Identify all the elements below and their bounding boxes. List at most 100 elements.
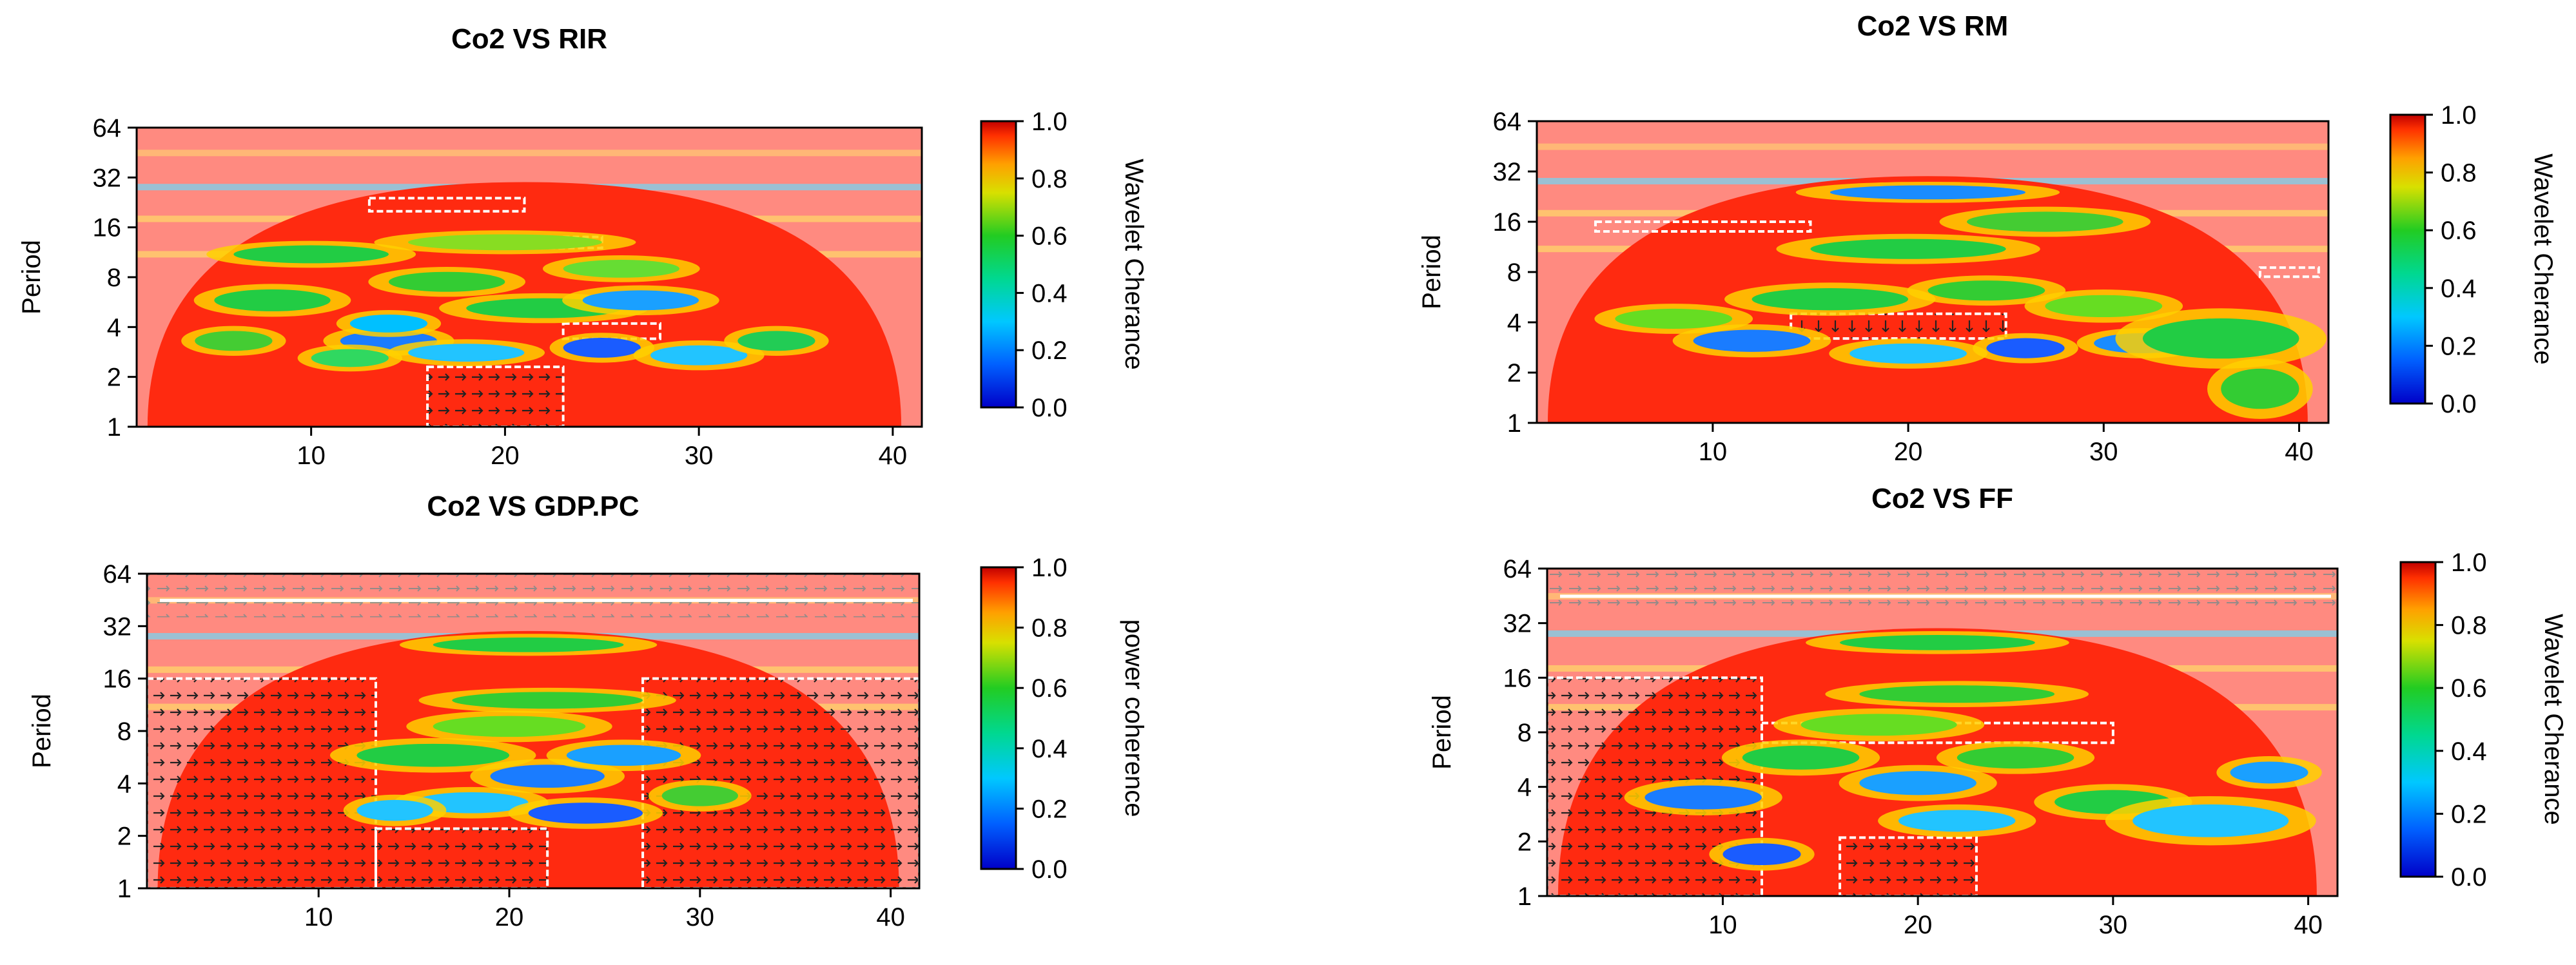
y-tick-label: 8: [1507, 258, 1521, 287]
coherence-island: [737, 331, 815, 351]
colorbar-tick-label: 0.0: [1031, 855, 1068, 884]
x-tick-label: 10: [297, 442, 326, 470]
colorbar-tick-label: 0.4: [2451, 737, 2487, 766]
colorbar-tick-label: 0.8: [2451, 612, 2487, 640]
colorbar: [980, 120, 1017, 409]
y-tick-label: 2: [1507, 359, 1521, 387]
significance-contour: [374, 827, 549, 888]
x-tick-label: 30: [685, 442, 714, 470]
y-tick-label: 32: [103, 612, 132, 641]
colorbar-tick-label: 0.4: [1031, 279, 1068, 307]
x-tick-label: 40: [879, 442, 908, 470]
wavelet-panel-4: 1 2 4 8 16 32 64 10 20 30 40 Co2 VS FF Period 0.0 0.2 0…: [1428, 483, 2568, 939]
colorbar-tick-label: 0.6: [1031, 222, 1068, 251]
colorbar-tick-label: 0.2: [1031, 795, 1068, 823]
significance-contour: [1790, 312, 2007, 340]
colorbar: [2399, 561, 2437, 878]
colorbar-label: Wavelet Cherance: [2529, 153, 2557, 365]
significance-contour: [367, 197, 526, 213]
x-tick-label: 20: [491, 442, 520, 470]
coherence-island: [1800, 714, 1957, 736]
coherence-island: [233, 245, 389, 264]
wavelet-panel-1: 1 2 4 8 16 32 64 10 20 30 40 Co2 VS RIR Period 0.0 0.2…: [17, 23, 1148, 470]
coherence-island: [650, 345, 748, 366]
coherence-island: [2142, 318, 2299, 359]
colorbar-tick-label: 0.0: [2441, 390, 2477, 418]
coherence-island: [388, 271, 505, 292]
y-tick-label: 64: [1503, 555, 1532, 583]
colorbar-tick-label: 0.4: [1031, 735, 1068, 763]
y-tick-label: 1: [1507, 409, 1521, 438]
colorbar-label: Wavelet Cherance: [2539, 614, 2568, 825]
colorbar-tick-label: 0.4: [2441, 275, 2477, 303]
x-tick-label: 30: [686, 903, 715, 931]
coherence-band: [137, 150, 922, 157]
coherence-island: [2132, 804, 2289, 837]
plot-area: [1537, 121, 2328, 423]
colorbar: [980, 566, 1017, 870]
coherence-island: [1742, 745, 1860, 770]
y-tick-label: 1: [1517, 882, 1532, 911]
y-tick-label: 16: [1503, 664, 1532, 692]
wavelet-panel-3: 1 2 4 8 16 32 64 10 20 30 40 Co2 VS GDP.PC Period 0.0…: [28, 491, 1148, 931]
colorbar-tick-label: 0.2: [2451, 800, 2487, 828]
coherence-island: [490, 765, 605, 788]
coherence-island: [214, 289, 331, 311]
y-tick-label: 16: [103, 665, 132, 694]
chart-title: Co2 VS FF: [1871, 483, 2013, 514]
colorbar-tick-label: 0.6: [2441, 217, 2477, 245]
x-tick-label: 40: [2285, 438, 2314, 466]
colorbar-tick-label: 0.2: [2441, 332, 2477, 360]
coherence-island: [356, 799, 433, 821]
y-tick-label: 16: [1493, 208, 1522, 237]
plot-area: [137, 128, 922, 427]
colorbar-tick-label: 1.0: [2441, 101, 2477, 130]
x-tick-label: 40: [2294, 911, 2323, 939]
x-tick-label: 20: [1904, 911, 1933, 939]
plot-area: [1547, 569, 2337, 896]
coherence-island: [2045, 295, 2163, 318]
wavelet-panel-2: 1 2 4 8 16 32 64 10 20 30 40 Co2 VS RM Period 0.0 0.2 0…: [1418, 10, 2557, 466]
x-tick-label: 10: [1699, 438, 1728, 466]
coherence-island: [563, 259, 680, 278]
coherence-island: [1986, 338, 2065, 358]
coherence-island: [356, 743, 510, 767]
y-tick-label: 8: [117, 717, 132, 746]
y-tick-label: 4: [107, 313, 121, 342]
y-tick-label: 32: [1503, 610, 1532, 638]
plot-area: [147, 574, 919, 888]
colorbar-label: Wavelet Cherance: [1120, 159, 1148, 370]
significance-contour: [2258, 266, 2320, 278]
coherence-island: [1859, 685, 2055, 703]
coherence-band: [1537, 143, 2328, 150]
colorbar-tick-label: 1.0: [1031, 108, 1068, 136]
x-tick-label: 30: [2099, 911, 2128, 939]
coherence-island: [311, 349, 389, 367]
coherence-island: [349, 314, 428, 333]
y-axis-label: Period: [1428, 695, 1456, 770]
y-tick-label: 4: [117, 770, 132, 798]
colorbar-tick-label: 1.0: [2451, 549, 2487, 577]
y-tick-label: 32: [1493, 158, 1522, 186]
y-tick-label: 2: [107, 364, 121, 392]
coherence-island: [1840, 634, 2035, 650]
coherence-island: [2221, 368, 2299, 409]
y-tick-label: 64: [103, 560, 132, 589]
coherence-island: [563, 337, 641, 358]
colorbar-tick-label: 0.0: [1031, 394, 1068, 422]
chart-title: Co2 VS RM: [1857, 10, 2009, 42]
colorbar-tick-label: 1.0: [1031, 554, 1068, 582]
colorbar: [2389, 113, 2426, 405]
coherence-island: [1927, 280, 2045, 301]
coherence-island: [1849, 343, 1967, 364]
chart-title: Co2 VS RIR: [451, 23, 607, 55]
colorbar-tick-label: 0.8: [2441, 159, 2477, 188]
y-tick-label: 2: [117, 823, 132, 851]
coherence-island: [1898, 810, 2016, 832]
colorbar-tick-label: 0.8: [1031, 614, 1068, 643]
y-tick-label: 8: [1517, 719, 1532, 747]
coherence-island: [528, 803, 643, 824]
y-tick-label: 1: [117, 875, 132, 903]
coherence-island: [1967, 211, 2123, 232]
colorbar-label: power coherence: [1120, 619, 1148, 817]
